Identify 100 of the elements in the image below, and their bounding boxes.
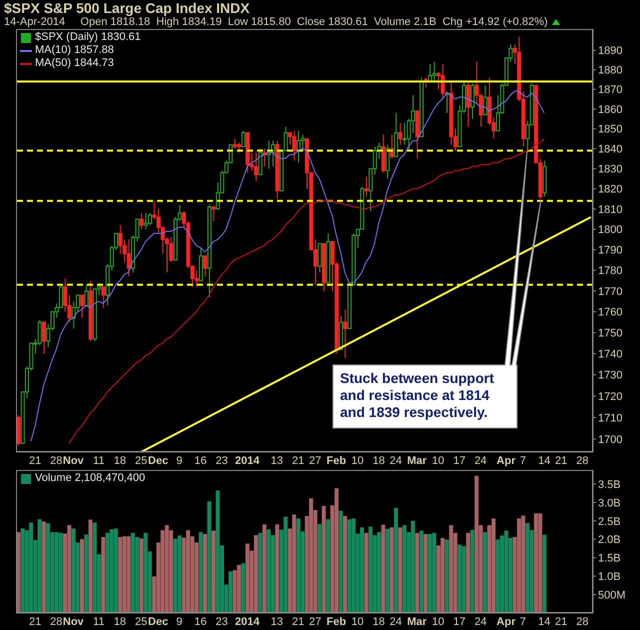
bar xyxy=(483,532,488,613)
legend-label: MA(50) 1844.73 xyxy=(35,57,114,70)
bar xyxy=(241,563,246,613)
x-tick-label: 24 xyxy=(390,455,402,467)
x-tick-label: 9 xyxy=(176,455,182,467)
bar xyxy=(364,532,368,613)
x-tick-label: 25 xyxy=(135,455,148,467)
y-tick-label: 2.5B xyxy=(598,516,621,528)
bar xyxy=(474,476,479,613)
x-tick-label: 18 xyxy=(114,616,126,628)
candlestick xyxy=(254,152,258,182)
x-tick-label: 13 xyxy=(270,616,284,628)
x-tick-label: Dec xyxy=(148,616,168,628)
candlestick xyxy=(300,134,305,152)
legend-label: MA(10) 1857.88 xyxy=(35,44,114,57)
x-tick-label: 16 xyxy=(194,455,207,467)
x-tick-label: 23 xyxy=(216,616,228,628)
bar xyxy=(178,535,182,613)
x-tick-label: 25 xyxy=(135,616,148,628)
bar xyxy=(309,498,314,613)
y-tick-label: 1710 xyxy=(598,412,622,424)
y-tick-label: 1800 xyxy=(598,224,622,236)
bar xyxy=(419,530,424,613)
y-tick-label: 1700 xyxy=(598,434,622,446)
bar xyxy=(449,525,454,613)
bar xyxy=(390,527,394,613)
legend-label: $SPX (Daily) 1830.61 xyxy=(35,31,141,44)
candlestick xyxy=(84,284,88,306)
x-tick-label: 21 xyxy=(555,455,568,467)
chart-title: $SPX S&P 500 Large Cap Index INDX xyxy=(4,0,250,16)
annotation: Stuck between support and resistance at 1814 and 1839 respectively. xyxy=(339,369,496,422)
bar xyxy=(376,532,381,613)
bar xyxy=(292,514,296,613)
x-tick-label: 24 xyxy=(390,616,402,628)
bar xyxy=(144,532,148,613)
bar xyxy=(444,540,449,613)
y-tick-label: 1890 xyxy=(598,45,622,58)
bar xyxy=(46,523,50,613)
bar xyxy=(164,525,169,613)
bar xyxy=(368,526,372,613)
y-tick-label: 1840 xyxy=(598,144,622,156)
x-tick-label: Apr xyxy=(496,455,516,467)
bar xyxy=(130,532,135,613)
x-tick-label: 2014 xyxy=(234,616,260,628)
candlestick xyxy=(80,294,84,319)
bar xyxy=(496,540,500,613)
bar xyxy=(352,518,356,613)
bar xyxy=(538,513,542,613)
y-tick-label: 1740 xyxy=(598,348,622,361)
y-tick-label: 3.0B xyxy=(598,497,621,510)
bar xyxy=(360,527,364,613)
bar xyxy=(470,530,474,613)
x-tick-label: 7 xyxy=(520,616,526,628)
x-tick-label: 21 xyxy=(292,455,304,467)
x-tick-label: Nov xyxy=(62,616,85,628)
bar xyxy=(236,564,241,613)
x-tick-label: 2014 xyxy=(234,455,260,467)
legend-label: Volume 2,108,470,400 xyxy=(35,472,146,485)
x-tick-label: Mar xyxy=(407,616,428,628)
bar xyxy=(440,538,445,613)
x-tick-label: 17 xyxy=(453,455,466,467)
bar xyxy=(92,522,97,613)
bar xyxy=(424,534,428,613)
bar xyxy=(105,532,110,613)
candlestick xyxy=(126,239,131,277)
bar xyxy=(492,518,496,613)
x-tick-label: 16 xyxy=(194,616,207,628)
bar xyxy=(343,516,348,613)
x-tick-label: 18 xyxy=(372,455,385,467)
bar xyxy=(275,524,280,613)
y-tick-label: 1820 xyxy=(598,184,622,196)
y-tick-label: 1790 xyxy=(598,244,622,257)
candlestick xyxy=(343,309,348,358)
x-tick-label: Feb xyxy=(326,455,346,467)
bar xyxy=(262,524,266,613)
candlestick xyxy=(203,255,208,277)
bar xyxy=(101,536,106,613)
bar xyxy=(398,527,402,613)
x-tick-label: 9 xyxy=(176,616,182,628)
candlestick xyxy=(466,80,470,128)
candlestick xyxy=(398,122,402,146)
bar xyxy=(80,539,84,613)
bar xyxy=(198,532,203,613)
bar xyxy=(135,536,140,613)
y-tick-label: 2.0B xyxy=(598,534,621,546)
bar xyxy=(334,488,339,613)
candlestick xyxy=(381,134,386,174)
x-tick-label: 17 xyxy=(453,616,466,628)
bar xyxy=(254,535,258,613)
candlestick xyxy=(394,112,398,158)
candlestick xyxy=(436,71,441,90)
bar xyxy=(402,525,406,613)
bar xyxy=(114,528,118,613)
x-tick-label: 7 xyxy=(520,455,526,467)
chart-subtitle: 14-Apr-2014 Open 1818.18 High 1834.19 Low 1815.80 Close 1830.61 Volume 2.1B Chg +14.92 (+0.82%) xyxy=(4,16,548,28)
bar xyxy=(173,538,178,613)
bar xyxy=(542,534,546,613)
y-tick-label: 1830 xyxy=(598,164,622,176)
bar xyxy=(126,536,131,613)
candlestick xyxy=(42,322,46,354)
